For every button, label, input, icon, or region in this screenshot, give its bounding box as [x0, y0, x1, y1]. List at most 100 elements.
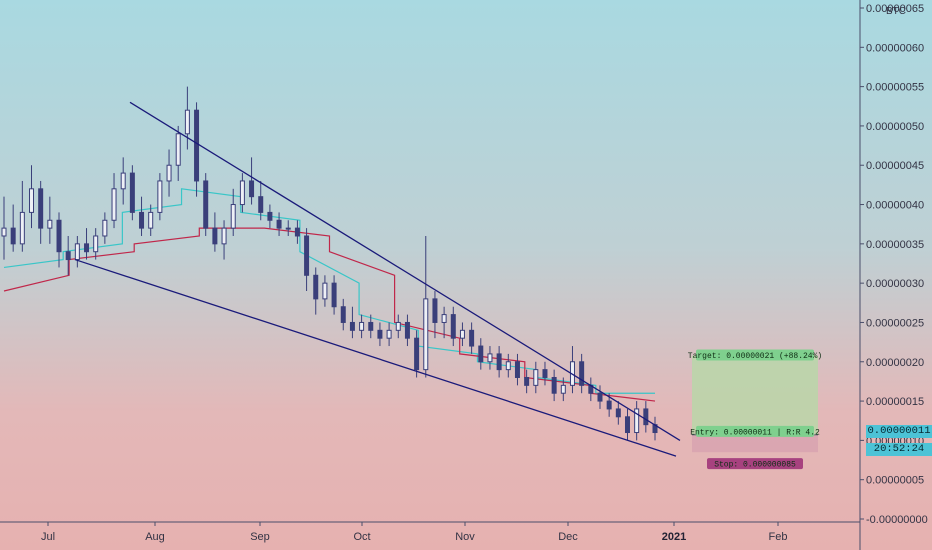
countdown-tag: 20:52:24 [866, 443, 932, 456]
wedge-lines [74, 101, 681, 457]
candle-body [349, 321, 355, 331]
candle-body [304, 235, 310, 276]
y-tick-label: 0.00000025 [866, 317, 924, 329]
candle-body [258, 196, 264, 213]
candle-body [478, 345, 484, 363]
candle-body [74, 243, 80, 261]
candle-body [414, 337, 420, 371]
candle-body [423, 298, 429, 371]
candle-body [505, 361, 511, 371]
candle-body [404, 321, 410, 339]
y-tick-label: 0.00000055 [866, 82, 924, 94]
candle-body [560, 384, 566, 394]
candle-body [542, 369, 548, 378]
candle-body [643, 408, 649, 426]
ma-slow-line [3, 227, 656, 402]
x-tick-label: Feb [769, 531, 788, 543]
x-tick-label: 2021 [662, 531, 686, 543]
candle-body [212, 227, 218, 245]
candle-body [359, 321, 365, 331]
candle-body [606, 400, 612, 410]
candle-body [294, 227, 300, 237]
y-tick-label: 0.00000045 [866, 160, 924, 172]
candle-body [441, 314, 447, 323]
candles [1, 86, 658, 441]
candle-body [624, 416, 630, 434]
candle-body [276, 219, 282, 229]
position-box: Target: 0.00000021 (+88.24%) Entry: 0.000… [688, 349, 822, 470]
candle-body [514, 361, 520, 378]
candle-body [331, 282, 337, 308]
candle-body [148, 211, 154, 229]
x-tick-label: Dec [558, 531, 578, 543]
candle-body [93, 235, 99, 253]
target-label: Target: 0.00000021 (+88.24%) [688, 352, 822, 361]
x-tick-label: Sep [250, 531, 270, 543]
entry-label: Entry: 0.00000011 | R:R 4.2 [690, 428, 820, 437]
x-tick-label: Jul [41, 531, 55, 543]
candle-body [203, 180, 209, 229]
candle-body [597, 392, 603, 402]
candle-body [194, 109, 200, 182]
candle-body [313, 274, 319, 300]
y-tick-label: 0.00000015 [866, 396, 924, 408]
candle-body [496, 353, 502, 371]
candle-body [111, 188, 117, 221]
entry-label-bg [696, 425, 814, 437]
candle-body [634, 408, 640, 434]
candle-body [47, 219, 53, 229]
candle-body [551, 376, 557, 394]
candle-body [139, 211, 145, 229]
candle-body [469, 329, 475, 347]
y-tick-label: 0.00000065 [866, 3, 924, 15]
candle-body [267, 211, 273, 221]
candle-body [65, 251, 71, 261]
wedge-upper-line [129, 101, 681, 441]
candle-body [84, 243, 90, 253]
candle-body [29, 188, 35, 213]
y-tick-label: 0.00000050 [866, 121, 924, 133]
candle-body [432, 298, 438, 323]
target-zone [692, 355, 818, 435]
candle-body [157, 180, 163, 213]
candle-body [1, 227, 7, 237]
candle-body [184, 109, 190, 135]
candle-body [533, 369, 539, 386]
candle-body [175, 133, 181, 166]
candle-body [249, 180, 255, 198]
candle-body [19, 211, 25, 245]
candle-body [10, 227, 16, 245]
candle-body [579, 361, 585, 386]
candle-body [239, 180, 245, 206]
stop-label-bg [707, 458, 803, 470]
candle-body [166, 164, 172, 182]
stop-label: Stop: 0.000000085 [714, 461, 796, 470]
ma-fast-line [3, 188, 655, 394]
y-tick-label: 0.00000020 [866, 357, 924, 369]
candle-body [377, 329, 383, 339]
candle-body [56, 219, 62, 253]
y-tick-label: 0.00000040 [866, 200, 924, 212]
candle-body [285, 227, 291, 230]
x-tick-label: Nov [455, 531, 475, 543]
y-tick-label: 0.00000060 [866, 42, 924, 54]
candle-body [459, 329, 465, 339]
candle-body [322, 282, 328, 300]
y-tick-label: 0.00000030 [866, 278, 924, 290]
target-label-bg [696, 349, 814, 361]
moving-averages [3, 188, 656, 402]
x-tick-label: Aug [145, 531, 165, 543]
y-tick-label: 0.00000035 [866, 239, 924, 251]
candle-body [221, 227, 227, 245]
candle-body [38, 188, 44, 229]
x-tick-label: Oct [353, 531, 370, 543]
candle-body [524, 376, 530, 386]
candle-body [120, 172, 126, 190]
candle-body [615, 408, 621, 418]
candle-body [129, 172, 135, 213]
stop-zone [692, 434, 818, 453]
y-tick-label: 0.00000005 [866, 475, 924, 487]
